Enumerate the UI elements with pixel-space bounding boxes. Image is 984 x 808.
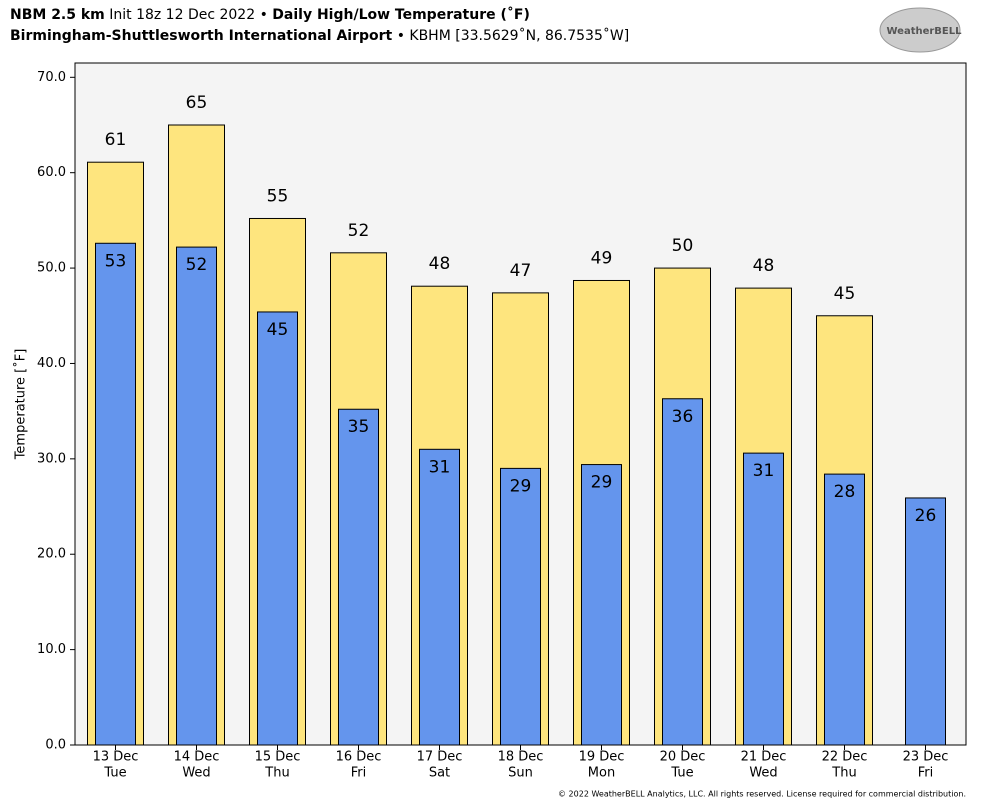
x-tick-label: 18 Dec — [498, 750, 544, 765]
y-tick-label: 40.0 — [37, 356, 66, 371]
x-tick-weekday: Fri — [351, 766, 367, 781]
init: Init 18z 12 Dec 2022 • — [109, 7, 268, 23]
value-label: 31 — [429, 457, 451, 477]
low-bar — [743, 452, 784, 746]
x-tick-label: 14 Dec — [174, 750, 220, 765]
x-tick-weekday: Mon — [588, 766, 615, 781]
value-label: 31 — [753, 461, 775, 481]
x-tick-weekday: Wed — [749, 766, 777, 781]
x-tick-weekday: Tue — [670, 766, 693, 781]
x-tick-label: 15 Dec — [255, 750, 301, 765]
x-tick-weekday: Sat — [429, 766, 450, 781]
y-tick-label: 0.0 — [45, 738, 66, 753]
y-tick-label: 60.0 — [37, 165, 66, 180]
low-bar — [257, 311, 298, 746]
low-bar — [419, 448, 460, 746]
x-tick-label: 21 Dec — [741, 750, 787, 765]
x-tick-label: 19 Dec — [579, 750, 625, 765]
x-tick-label: 16 Dec — [336, 750, 382, 765]
low-bar — [176, 246, 217, 746]
station: Birmingham-Shuttlesworth International A… — [10, 28, 393, 44]
x-tick-label: 22 Dec — [822, 750, 868, 765]
value-label: 45 — [834, 284, 856, 304]
y-tick-label: 50.0 — [37, 261, 66, 276]
value-label: 48 — [429, 254, 451, 274]
low-bar — [581, 464, 622, 746]
value-label: 29 — [591, 473, 613, 493]
chart-title: Daily High/Low Temperature (˚F) — [272, 6, 530, 23]
y-axis-label: Temperature [˚F] — [13, 349, 29, 461]
value-label: 65 — [186, 93, 208, 113]
x-tick-label: 17 Dec — [417, 750, 463, 765]
logo-text: WeatherBELL — [886, 26, 962, 37]
header-line-2: Birmingham-Shuttlesworth International A… — [10, 27, 629, 44]
station-info: • KBHM [33.5629˚N, 86.7535˚W] — [397, 27, 629, 44]
copyright: © 2022 WeatherBELL Analytics, LLC. All r… — [558, 790, 966, 799]
y-tick-label: 70.0 — [37, 70, 66, 85]
value-label: 29 — [510, 476, 532, 496]
x-tick-label: 20 Dec — [660, 750, 706, 765]
header-line-1: NBM 2.5 km Init 18z 12 Dec 2022 • Daily … — [10, 6, 530, 23]
x-tick-weekday: Sun — [508, 766, 533, 781]
value-label: 50 — [672, 236, 694, 256]
value-label: 28 — [834, 482, 856, 502]
value-label: 61 — [105, 130, 127, 150]
value-label: 47 — [510, 261, 532, 281]
value-label: 36 — [672, 407, 694, 427]
logo: WeatherBELL — [879, 7, 962, 53]
x-tick-label: 23 Dec — [903, 750, 949, 765]
logo-shape — [879, 7, 961, 53]
x-tick-weekday: Wed — [182, 766, 210, 781]
model: NBM 2.5 km — [10, 7, 105, 23]
value-label: 48 — [753, 256, 775, 276]
value-label: 49 — [591, 248, 613, 268]
y-tick-label: 10.0 — [37, 642, 66, 657]
value-label: 35 — [348, 417, 370, 437]
x-tick-weekday: Fri — [918, 766, 934, 781]
low-bar — [662, 398, 703, 746]
x-tick-label: 13 Dec — [93, 750, 139, 765]
value-label: 26 — [915, 506, 937, 526]
low-bar — [500, 467, 541, 746]
plot-frame — [74, 62, 967, 746]
y-tick-label: 30.0 — [37, 451, 66, 466]
y-tick-label: 20.0 — [37, 547, 66, 562]
x-tick-weekday: Thu — [264, 766, 289, 781]
x-tick-weekday: Thu — [831, 766, 856, 781]
value-label: 55 — [267, 186, 289, 206]
low-bar — [95, 242, 136, 746]
x-tick-weekday: Tue — [103, 766, 126, 781]
value-label: 53 — [105, 251, 127, 271]
low-bar — [905, 497, 946, 746]
value-label: 52 — [348, 221, 370, 241]
value-label: 45 — [267, 320, 289, 340]
value-label: 52 — [186, 255, 208, 275]
low-bar — [824, 473, 865, 746]
low-bar — [338, 408, 379, 746]
